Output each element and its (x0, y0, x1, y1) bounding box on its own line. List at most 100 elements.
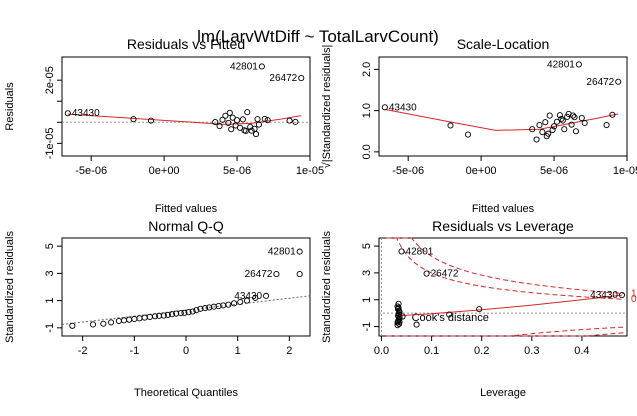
data-point (296, 248, 303, 255)
point-label: 43430 (72, 108, 100, 119)
x-tick-label: -5e-06 (75, 165, 107, 177)
y-tick-label: 0.0 (361, 144, 373, 159)
data-point (464, 131, 472, 138)
data-point (569, 112, 577, 119)
data-point (536, 122, 543, 129)
data-point (206, 304, 213, 311)
y-tick-label: 5 (44, 243, 56, 249)
contour-label: 0 (631, 294, 637, 305)
x-tick-label: 0.3 (524, 345, 539, 357)
y-tick-label: -1 (361, 322, 373, 332)
data-point (618, 292, 626, 299)
y-axis-label: Residuals (4, 82, 16, 131)
cooks-distance-legend: Cook's distance (412, 312, 489, 324)
x-tick-label: 0.4 (574, 345, 589, 357)
data-point (236, 124, 244, 131)
data-point (549, 126, 556, 134)
data-point (177, 310, 184, 317)
data-point (242, 127, 249, 134)
data-point (564, 113, 571, 120)
data-point (398, 248, 405, 255)
data-point (225, 301, 232, 308)
point-label: 42801 (268, 247, 296, 258)
data-point (551, 123, 558, 130)
panel-title: Residuals vs Leverage (432, 218, 574, 234)
data-point (413, 321, 420, 328)
data-point (546, 112, 553, 119)
data-point (100, 320, 107, 327)
data-point (164, 311, 171, 318)
data-point (108, 319, 115, 326)
plot-frame (378, 56, 628, 157)
residuals-vs-leverage-panel: Residuals vs Leverage Leverage Standardize… (321, 218, 637, 399)
x-tick-label: 1e-05 (613, 165, 637, 177)
data-point (193, 307, 200, 314)
data-point (252, 131, 260, 138)
point-label: 42801 (230, 61, 258, 72)
data-point (64, 110, 71, 117)
x-tick-label: 1e-05 (296, 165, 324, 177)
y-tick-label: 3 (361, 270, 373, 276)
data-point (141, 314, 148, 321)
data-point (147, 117, 155, 124)
data-point (216, 123, 223, 130)
data-point (185, 309, 192, 316)
x-tick-label: 0e+00 (466, 165, 497, 177)
data-point (561, 126, 568, 133)
data-point (399, 313, 406, 320)
data-point (115, 317, 122, 325)
data-point (219, 116, 226, 123)
data-point (381, 104, 388, 111)
panels: Residuals vs Fitted Fitted values Residual… (4, 36, 637, 399)
y-tick-label: 5 (361, 243, 373, 249)
data-point (476, 306, 483, 313)
data-point (168, 311, 176, 318)
point-label: 43430 (234, 291, 262, 302)
data-point (298, 75, 305, 82)
data-point (396, 318, 403, 325)
data-point (173, 310, 180, 317)
x-tick-label: 0e+00 (149, 165, 180, 177)
y-tick-label: -1e-05 (44, 127, 56, 159)
x-tick-label: 2 (286, 345, 292, 357)
data-point (578, 115, 585, 122)
y-tick-label: 1 (361, 297, 373, 303)
x-tick-label: 5e-06 (223, 165, 251, 177)
data-point (255, 121, 262, 128)
data-point (120, 317, 128, 324)
x-tick-label: 0.0 (374, 345, 389, 357)
x-tick-label: 0 (183, 345, 189, 357)
data-point (559, 117, 566, 124)
qq-reference-line (61, 295, 311, 325)
x-tick-label: 5e-06 (540, 165, 568, 177)
data-point (394, 303, 401, 310)
y-tick-label: 1 (44, 298, 56, 304)
data-point (395, 307, 403, 314)
x-axis-label: Fitted values (472, 203, 535, 215)
data-point (69, 322, 76, 329)
point-label: 26472 (586, 77, 614, 88)
data-point (210, 303, 217, 310)
y-tick-label: -1 (44, 323, 56, 333)
y-tick-label: 3 (44, 270, 56, 276)
data-point (130, 116, 137, 123)
x-tick-label: 1 (235, 345, 241, 357)
data-point (553, 118, 561, 125)
point-label: 26472 (269, 73, 297, 84)
data-point (225, 119, 232, 126)
data-point (136, 315, 143, 322)
data-point (189, 308, 196, 315)
data-point (229, 114, 236, 121)
point-label: 42801 (547, 59, 575, 70)
y-tick-label: 2.0 (361, 62, 373, 77)
normal-qq-panel: Normal Q-Q Theoretical Quantiles Standardi… (4, 218, 311, 399)
y-axis-label: √|Standardized residuals| (321, 45, 333, 169)
data-point (568, 121, 575, 128)
data-point (89, 321, 97, 328)
data-point (258, 63, 265, 70)
data-point (181, 309, 188, 316)
plot-frame (61, 56, 311, 157)
x-axis-label: Fitted values (155, 203, 218, 215)
data-point (529, 126, 536, 133)
data-point (603, 122, 610, 129)
